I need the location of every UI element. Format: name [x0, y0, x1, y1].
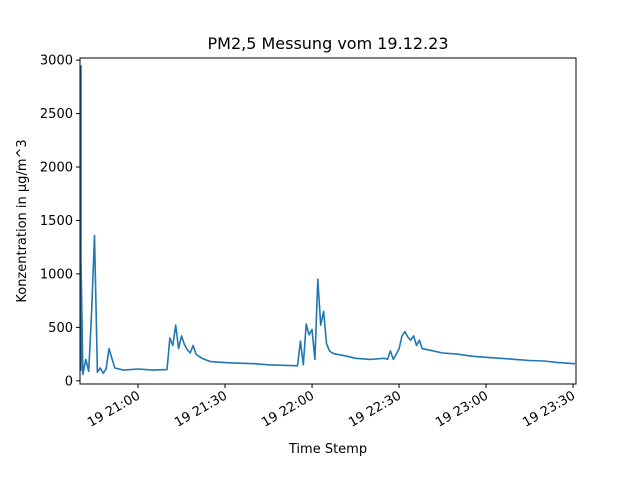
y-tick-label: 0 — [65, 374, 73, 389]
x-axis-label: Time Stemp — [288, 442, 367, 457]
y-tick-label: 1500 — [40, 214, 73, 229]
plot-frame — [79, 57, 577, 385]
y-axis-label: Konzentration in µg/m^3 — [15, 139, 30, 302]
y-tick-label: 3000 — [40, 54, 73, 69]
y-axis-ticks: 0 500 1000 1500 2000 2500 3000 — [40, 54, 80, 389]
y-tick-label: 2500 — [40, 107, 73, 122]
y-tick-label: 1000 — [40, 267, 73, 282]
y-tick-label: 2000 — [40, 161, 73, 176]
y-tick-label: 500 — [48, 321, 73, 336]
chart-title: PM2,5 Messung vom 19.12.23 — [207, 34, 448, 53]
series-line — [80, 65, 576, 376]
